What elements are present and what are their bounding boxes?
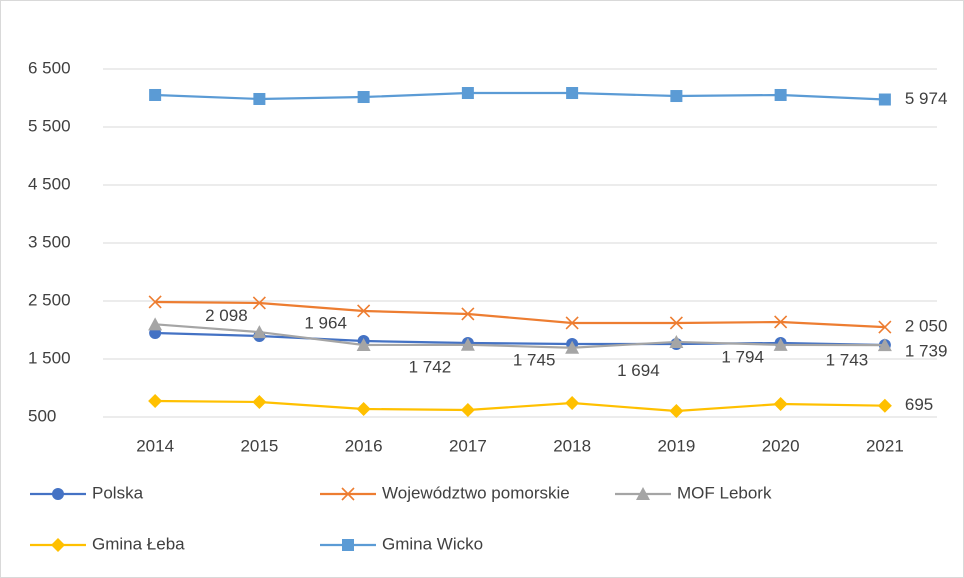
data-point xyxy=(878,320,892,334)
data-point xyxy=(460,337,475,351)
legend-label: Gmina Łeba xyxy=(92,534,185,553)
data-label: 5 974 xyxy=(905,89,948,108)
data-point xyxy=(148,317,163,331)
y-tick-label: 6 500 xyxy=(28,58,71,77)
data-point xyxy=(149,88,162,101)
data-label: 1 794 xyxy=(721,347,764,366)
legend-label: Gmina Wicko xyxy=(382,534,483,553)
x-tick-label: 2021 xyxy=(866,436,904,455)
data-point xyxy=(252,296,266,310)
data-point xyxy=(356,337,371,351)
y-tick-label: 5 500 xyxy=(28,116,71,135)
data-point xyxy=(670,90,683,103)
data-label: 1 743 xyxy=(826,350,869,369)
data-point xyxy=(253,92,266,105)
x-tick-label: 2014 xyxy=(136,436,174,455)
x-tick-label: 2018 xyxy=(553,436,591,455)
data-label: 1 739 xyxy=(905,342,948,361)
data-point xyxy=(669,316,683,330)
data-point xyxy=(461,87,474,100)
data-point xyxy=(877,398,892,413)
data-point xyxy=(356,401,371,416)
x-tick-label: 2015 xyxy=(240,436,278,455)
x-tick-label: 2020 xyxy=(762,436,800,455)
data-point xyxy=(878,93,891,106)
series-line xyxy=(155,399,885,413)
data-point xyxy=(252,394,267,409)
x-tick-label: 2016 xyxy=(345,436,383,455)
data-point xyxy=(357,304,371,318)
data-label: 1 694 xyxy=(617,361,660,380)
data-label: 2 098 xyxy=(205,306,248,325)
data-label: 1 745 xyxy=(513,350,556,369)
series-line xyxy=(155,331,885,347)
series-line xyxy=(155,91,885,101)
data-point xyxy=(148,295,162,309)
data-point xyxy=(252,325,267,339)
data-point xyxy=(565,340,580,354)
y-tick-label: 3 500 xyxy=(28,232,71,251)
data-point xyxy=(669,334,684,348)
series-line xyxy=(155,300,885,329)
data-point xyxy=(669,404,684,419)
data-point xyxy=(461,307,475,321)
y-tick-label: 500 xyxy=(28,406,56,425)
legend-marker xyxy=(342,539,354,551)
legend-marker xyxy=(636,487,650,500)
data-label: 695 xyxy=(905,395,933,414)
data-point xyxy=(357,91,370,104)
data-point xyxy=(774,315,788,329)
legend-label: Województwo pomorskie xyxy=(382,483,570,502)
data-label: 1 964 xyxy=(304,314,347,333)
data-point xyxy=(877,338,892,352)
data-point xyxy=(566,87,579,100)
y-tick-label: 1 500 xyxy=(28,348,71,367)
legend-label: Polska xyxy=(92,483,144,502)
data-label: 1 742 xyxy=(409,357,452,376)
y-tick-label: 2 500 xyxy=(28,290,71,309)
data-point xyxy=(565,316,579,330)
data-point xyxy=(148,393,163,408)
legend-label: MOF Lebork xyxy=(677,483,772,502)
data-point xyxy=(565,396,580,411)
data-point xyxy=(774,88,787,101)
x-tick-label: 2017 xyxy=(449,436,487,455)
data-point xyxy=(773,397,788,412)
series-line xyxy=(155,323,885,349)
x-tick-label: 2019 xyxy=(657,436,695,455)
data-label: 2 050 xyxy=(905,317,948,336)
data-point xyxy=(460,402,475,417)
legend-marker xyxy=(51,538,65,552)
legend-marker xyxy=(52,488,64,500)
y-tick-label: 4 500 xyxy=(28,174,71,193)
legend-marker xyxy=(341,487,355,501)
data-point xyxy=(773,337,788,351)
